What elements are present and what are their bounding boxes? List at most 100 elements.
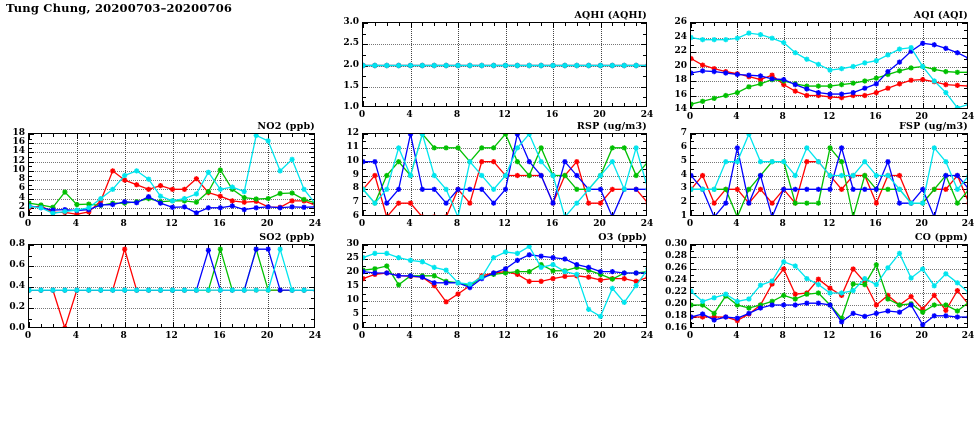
series-marker	[734, 298, 740, 304]
series-marker	[723, 186, 729, 192]
series-marker	[757, 186, 764, 192]
series-marker	[633, 172, 639, 179]
x-minor-tick	[256, 324, 258, 327]
gridline-h	[29, 308, 314, 309]
x-tick	[410, 245, 412, 250]
series-marker	[873, 75, 879, 81]
series-marker	[514, 134, 520, 137]
x-minor-tick	[957, 23, 959, 26]
gridline-h	[29, 266, 314, 267]
y-minor-tick	[643, 76, 646, 78]
y-minor-tick	[691, 287, 694, 288]
x-tick	[783, 210, 785, 215]
x-minor-tick	[52, 245, 54, 248]
series-marker	[839, 290, 845, 296]
x-tick	[830, 322, 831, 327]
y-minor-tick	[311, 318, 314, 320]
y-minor-tick	[29, 138, 32, 140]
series-marker	[734, 71, 740, 78]
series-marker	[431, 62, 437, 69]
x-tick	[600, 210, 602, 215]
series-marker	[407, 172, 414, 179]
series-marker	[562, 256, 568, 262]
series-marker	[896, 309, 903, 315]
y-minor-tick	[363, 252, 366, 253]
series-marker	[633, 270, 639, 276]
series-marker	[931, 283, 937, 289]
y-tick	[962, 293, 967, 294]
series-marker	[711, 310, 717, 316]
series-marker	[966, 315, 967, 319]
series-marker	[645, 63, 646, 68]
x-minor-tick	[541, 245, 543, 248]
x-tick	[172, 322, 174, 327]
y-tick	[363, 147, 368, 149]
y-tick-label: 0.4	[9, 281, 25, 291]
x-minor-tick	[446, 245, 448, 248]
series-marker	[110, 186, 116, 192]
y-tick-label: 0.22	[665, 287, 687, 297]
x-minor-tick	[911, 324, 913, 327]
x-minor-tick	[434, 23, 436, 26]
x-tick-label: 8	[453, 331, 461, 341]
y-tick-label: 14	[674, 104, 687, 114]
series-marker	[781, 292, 787, 298]
series-marker	[885, 186, 891, 192]
series-marker	[862, 276, 868, 282]
x-minor-tick	[517, 23, 519, 26]
x-tick	[876, 134, 878, 139]
gridline-h	[363, 315, 646, 316]
series-marker	[711, 37, 717, 43]
gridline-h	[363, 86, 646, 88]
series-marker	[920, 77, 926, 83]
y-tick	[363, 175, 368, 177]
x-tick	[737, 23, 739, 28]
series-marker	[443, 200, 449, 206]
x-minor-tick	[636, 23, 638, 26]
series-marker	[396, 282, 402, 288]
series-marker	[908, 294, 914, 300]
x-minor-tick	[818, 23, 820, 26]
y-tick-label: 0.28	[665, 251, 687, 261]
y-minor-tick	[691, 323, 694, 324]
x-minor-tick	[934, 105, 936, 108]
x-minor-tick	[541, 103, 543, 106]
series-marker	[746, 72, 752, 78]
x-tick-label: 12	[822, 331, 836, 341]
x-tick-label: 12	[165, 219, 178, 229]
y-tick	[29, 143, 34, 145]
y-minor-tick	[311, 297, 314, 299]
series-marker	[723, 37, 729, 43]
series-marker	[443, 299, 449, 305]
x-minor-tick	[818, 105, 820, 108]
y-tick-label: 11	[346, 141, 359, 152]
series-marker	[193, 199, 199, 205]
x-tick	[876, 103, 878, 108]
series-marker	[711, 69, 717, 75]
series-marker	[769, 281, 775, 287]
series-marker	[839, 172, 845, 179]
x-tick-label: 24	[308, 219, 322, 229]
x-minor-tick	[772, 105, 774, 108]
y-tick	[641, 161, 646, 163]
series-marker	[444, 214, 448, 215]
series-marker	[491, 62, 497, 69]
series-marker	[157, 200, 164, 206]
series-marker	[920, 266, 926, 272]
series-marker	[850, 310, 856, 316]
series-marker	[217, 287, 223, 293]
x-minor-tick	[725, 23, 727, 26]
x-minor-tick	[386, 103, 388, 106]
x-minor-tick	[398, 134, 400, 137]
y-tick	[309, 170, 314, 172]
y-minor-tick	[311, 193, 314, 195]
x-minor-tick	[422, 245, 424, 248]
x-tick	[29, 210, 30, 215]
y-minor-tick	[691, 182, 694, 184]
y-tick	[641, 44, 646, 46]
x-minor-tick	[529, 103, 531, 106]
series-marker	[943, 172, 949, 179]
y-minor-tick	[964, 311, 967, 312]
series-marker	[419, 186, 425, 192]
x-tick	[363, 134, 364, 139]
